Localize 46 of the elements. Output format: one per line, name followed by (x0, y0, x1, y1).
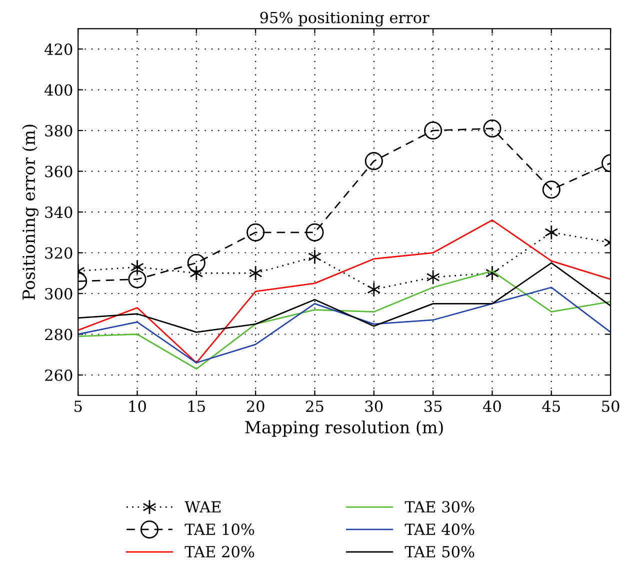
x-tick-label: 35 (424, 400, 442, 412)
legend-label: TAE 20% (184, 546, 254, 558)
y-axis-title: Positioning error (m) (22, 124, 38, 300)
chart-title: 95% positioning error (260, 12, 430, 26)
line-series (78, 286, 611, 364)
point (544, 224, 558, 240)
point (248, 265, 262, 281)
line-series (78, 219, 611, 364)
x-tick-label: 5 (74, 400, 82, 412)
point (246, 223, 265, 242)
x-tick-label: 25 (306, 400, 324, 412)
point (542, 180, 560, 199)
point (483, 119, 502, 138)
y-tick-label: 400 (44, 84, 72, 96)
point (367, 282, 381, 298)
y-tick-label: 320 (45, 247, 72, 259)
legend-label: WAE (184, 501, 221, 512)
point (130, 259, 144, 275)
x-tick-label: 45 (542, 400, 560, 412)
point (308, 249, 322, 264)
point (486, 265, 499, 281)
point (424, 121, 442, 140)
point (306, 223, 324, 242)
y-tick-label: 300 (45, 288, 72, 300)
point (426, 270, 440, 285)
x-tick-label: 30 (365, 400, 383, 412)
point (364, 152, 383, 170)
x-axis-title: Mapping resolution (m) (245, 420, 443, 437)
y-tick-label: 380 (45, 124, 72, 137)
y-tick-label: 280 (45, 328, 72, 340)
point (190, 265, 204, 281)
y-tick-label: 360 (45, 166, 72, 178)
x-tick-label: 50 (602, 400, 620, 412)
y-tick-label: 260 (45, 369, 72, 382)
legend-label: TAE 10% (184, 523, 254, 536)
legend-label: TAE 30% (404, 501, 474, 513)
x-tick-label: 20 (246, 400, 264, 412)
y-tick-label: 340 (45, 206, 72, 218)
point (128, 270, 146, 288)
legend-label: TAE 50% (404, 546, 474, 558)
point (187, 254, 206, 272)
x-tick-label: 15 (188, 400, 205, 412)
y-tick-label: 420 (44, 43, 72, 56)
x-tick-label: 40 (482, 400, 501, 412)
x-tick-label: 10 (129, 400, 146, 412)
legend-label: TAE 40% (404, 523, 474, 536)
